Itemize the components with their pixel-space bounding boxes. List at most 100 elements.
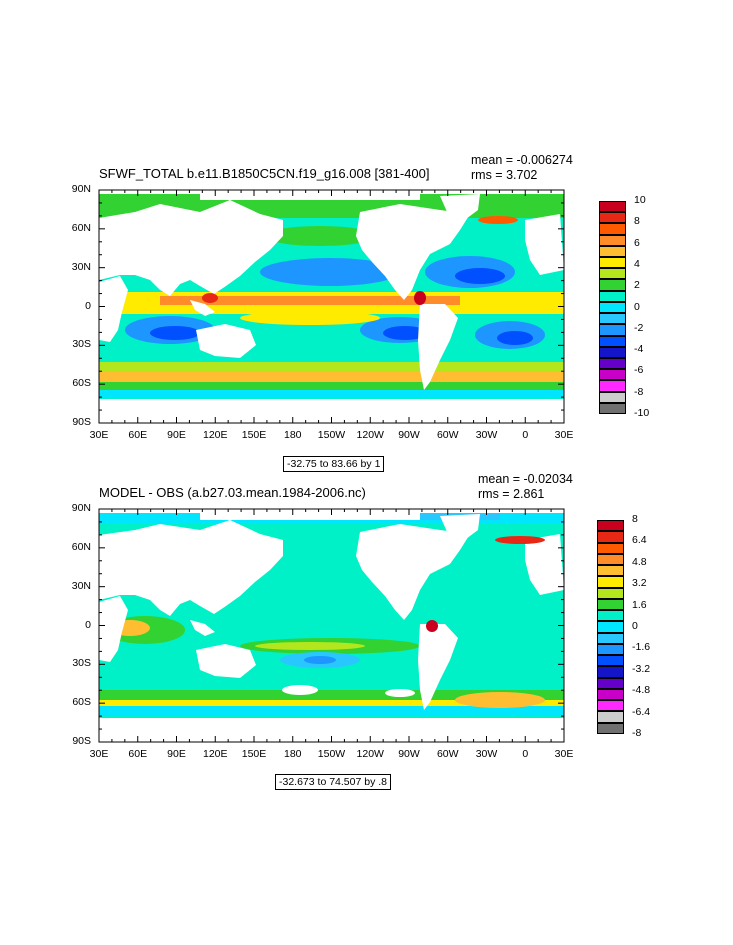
- panel1-colorbar-label: 0: [634, 300, 640, 313]
- panel1-colorbar-box: [599, 212, 626, 224]
- panel1-title: SFWF_TOTAL b.e11.B1850C5CN.f19_g16.008 […: [99, 166, 430, 181]
- panel1-land-eurasia: [99, 200, 283, 296]
- panel2-dry-pac-core: [304, 656, 336, 664]
- panel2-colorbar-box: [597, 531, 624, 543]
- panel1-colorbar-box: [599, 279, 626, 291]
- panel2-lat-label: 30N: [71, 579, 91, 592]
- panel1-mean: mean = -0.006274: [471, 153, 573, 167]
- panel2-lon-label: 90W: [398, 748, 420, 760]
- panel2-land-samerica: [418, 624, 458, 710]
- panel1-land-greenland: [440, 194, 480, 222]
- panel2-lon-label: 150W: [317, 748, 346, 760]
- panel2-band-south-core: [99, 700, 564, 706]
- panel1-lat-label: 30S: [72, 338, 91, 351]
- panel1-colorbar-label: -6: [634, 364, 644, 377]
- panel1-band-eq-core: [160, 296, 460, 305]
- panel2-mean: mean = -0.02034: [478, 472, 573, 486]
- panel2-colorbar-box: [597, 688, 624, 701]
- panel1-colorbar-label: 8: [634, 215, 640, 228]
- panel2-lon-label: 0: [522, 748, 529, 760]
- panel1-lon-label: 30W: [475, 429, 498, 441]
- panel2-wet-pac-core: [255, 642, 365, 650]
- panel1-lat-label: 90S: [72, 416, 91, 428]
- panel1-colorbar-box: [599, 313, 626, 325]
- panel2-colorbar-box: [597, 655, 624, 667]
- panel2-land-africa: [99, 596, 128, 662]
- panel2-lon-label: 30E: [89, 748, 109, 760]
- panel2-colorbar-box: [597, 587, 624, 599]
- panel2-lon-label: 60E: [128, 748, 148, 760]
- panel2-colorbar-box: [597, 666, 624, 678]
- panel2-colorbar-box: [597, 565, 624, 577]
- panel1-land-africa: [99, 276, 128, 342]
- panel1-wet-panama: [414, 291, 426, 305]
- panel1-lon-label: 60W: [436, 429, 459, 441]
- panel2-wet-satl: [455, 692, 545, 708]
- panel2-land-australia: [196, 644, 256, 678]
- panel1-lon-label: 30E: [554, 429, 574, 441]
- panel2-lat-label: 0: [85, 618, 91, 631]
- panel2-colorbar-label: -8: [632, 727, 642, 739]
- panel2-colorbar-box: [597, 643, 624, 656]
- panel2-colorbar-label: -4.8: [632, 684, 651, 697]
- panel2-land-patch-ind: [282, 685, 318, 695]
- panel2-land-greenland: [440, 514, 480, 542]
- panel1-lon-label: 30E: [89, 429, 109, 441]
- panel2-colorbar-box: [597, 576, 624, 588]
- panel1-lat-label: 60N: [71, 221, 91, 234]
- panel1-colorbar-box: [599, 301, 626, 314]
- panel2-colorbar-label: -1.6: [632, 641, 651, 654]
- panel1-land-namerica: [356, 204, 470, 300]
- panel2-colorbar-label: 6.4: [632, 534, 647, 547]
- panel1-land-maritime: [190, 300, 215, 316]
- panel2-lon-label: 60W: [436, 748, 459, 760]
- panel1-dry-ind-core: [150, 326, 200, 340]
- panel2-lon-label: 90E: [167, 748, 186, 760]
- panel1-colorbar-label: 4: [634, 257, 640, 270]
- panel2-lat-label: 90N: [71, 502, 91, 514]
- panel1-lon-label: 150W: [317, 429, 346, 441]
- panel2-colorbar-label: 8: [632, 513, 638, 525]
- panel2-colorbar-box: [597, 542, 624, 554]
- panel2-title: MODEL - OBS (a.b27.03.mean.1984-2006.nc): [99, 485, 366, 500]
- panel1-colorbar-label: 10: [634, 194, 646, 206]
- panel2-lon-label: 120W: [356, 748, 384, 760]
- panel1-colorbar-box: [599, 402, 626, 414]
- panel1-colorbar-box: [599, 357, 626, 370]
- panel1-colorbar-box: [599, 369, 626, 381]
- panel1-colorbar-box: [599, 201, 626, 213]
- panel1-land-australia: [196, 324, 256, 358]
- panel2-band-south-edge: [99, 706, 564, 716]
- panel2-colorbar-box: [597, 711, 624, 723]
- panel2-wet-natl-coast: [495, 536, 545, 544]
- panel2-colorbar-box: [597, 610, 624, 622]
- panel2-colorbar-label: -6.4: [632, 705, 651, 718]
- panel2-land-patch-pac: [385, 689, 415, 697]
- panel2-colorbar-box: [597, 677, 624, 689]
- panel1-colorbar-label: 6: [634, 236, 640, 249]
- panel1-colorbar-box: [599, 223, 626, 235]
- panel1-colorbar-box: [599, 257, 626, 269]
- panel2-band-south: [99, 690, 564, 700]
- panel2-range-note: -32.673 to 74.507 by .8: [275, 774, 391, 790]
- panel2-lon-label: 150E: [241, 748, 267, 760]
- panel2-lon-label: 30E: [554, 748, 574, 760]
- panel1-range-note: -32.75 to 83.66 by 1: [283, 456, 385, 472]
- panel2-wet-pan: [426, 620, 438, 632]
- panel2-land-europe: [525, 534, 564, 595]
- panel1-colorbar-label: -2: [634, 321, 644, 334]
- panel2-band-arctic-dry: [380, 513, 500, 520]
- panel1-wet-spac: [240, 311, 380, 325]
- panel2-colorbar-box: [597, 722, 624, 734]
- panel2-lon-label: 120E: [202, 748, 228, 760]
- panel1-colorbar-box: [599, 234, 626, 246]
- panel2-ticks: [98, 508, 565, 743]
- panel1-lon-label: 180: [283, 429, 302, 441]
- panel1-lon-label: 150E: [241, 429, 267, 441]
- panel1-lon-label: 0: [522, 429, 529, 441]
- panel2-colorbar-label: 0: [632, 620, 638, 632]
- panel1-wet-natl-coast: [478, 216, 518, 224]
- panel1-lon-label: 120E: [202, 429, 228, 441]
